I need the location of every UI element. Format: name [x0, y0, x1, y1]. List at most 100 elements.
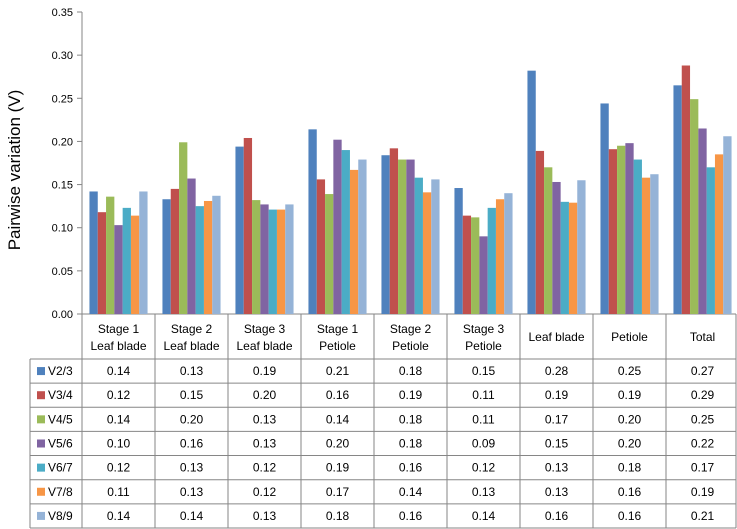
bar — [308, 129, 317, 314]
bar — [544, 167, 553, 314]
bar — [454, 188, 463, 314]
table-cell: 0.13 — [180, 461, 204, 475]
bar — [195, 206, 204, 314]
legend-label: V7/8 — [48, 485, 73, 499]
bar — [252, 200, 261, 314]
bar — [179, 142, 188, 314]
y-tick-label: 0.10 — [52, 223, 73, 235]
table-cell: 0.11 — [472, 412, 495, 426]
bar — [398, 159, 407, 314]
bar — [316, 179, 326, 314]
table-cell: 0.09 — [472, 436, 496, 450]
table-cell: 0.14 — [107, 412, 131, 426]
legend-label: V6/7 — [48, 461, 73, 475]
legend-label: V4/5 — [48, 412, 73, 426]
table-cell: 0.14 — [180, 509, 204, 523]
y-tick-label: 0.15 — [52, 180, 73, 192]
y-tick-label: 0.35 — [52, 7, 73, 19]
table-cell: 0.11 — [107, 485, 130, 499]
table-cell: 0.12 — [253, 485, 277, 499]
table-cell: 0.16 — [545, 509, 569, 523]
y-tick-label: 0.30 — [52, 50, 73, 62]
category-label: Petiole — [319, 339, 356, 353]
bar — [170, 188, 180, 314]
table-cell: 0.17 — [326, 485, 350, 499]
legend-key — [37, 439, 45, 448]
legend-key — [37, 391, 45, 400]
table-cell: 0.12 — [107, 461, 131, 475]
table-cell: 0.14 — [326, 412, 350, 426]
bar — [504, 193, 513, 314]
bar — [608, 149, 618, 314]
bar — [130, 215, 140, 314]
y-tick-label: 0.00 — [52, 309, 73, 321]
category-label: Stage 2 — [171, 322, 213, 336]
bar — [723, 136, 732, 314]
bar — [641, 177, 651, 314]
bar — [431, 179, 440, 314]
bar — [243, 137, 253, 314]
table-cell: 0.18 — [399, 412, 423, 426]
bar — [268, 209, 277, 314]
bar — [89, 191, 98, 314]
bar — [698, 128, 707, 314]
bar — [462, 215, 472, 314]
category-label: Stage 3 — [463, 322, 505, 336]
bar — [414, 177, 423, 314]
bar — [333, 139, 342, 314]
bar — [285, 204, 294, 314]
table-cell: 0.13 — [180, 485, 204, 499]
table-cell: 0.29 — [691, 388, 715, 402]
y-tick-label: 0.05 — [52, 266, 73, 278]
table-cell: 0.16 — [618, 509, 642, 523]
table-cell: 0.16 — [326, 388, 350, 402]
table-cell: 0.14 — [399, 485, 423, 499]
bar — [349, 169, 359, 314]
y-tick-label: 0.20 — [52, 136, 73, 148]
table-cell: 0.22 — [691, 436, 715, 450]
table-cell: 0.20 — [253, 388, 277, 402]
bar — [495, 199, 505, 314]
bar — [681, 65, 691, 314]
legend-key — [37, 487, 45, 496]
table-cell: 0.14 — [472, 509, 496, 523]
table-cell: 0.20 — [618, 436, 642, 450]
table-cell: 0.16 — [399, 461, 423, 475]
legend-label: V8/9 — [48, 509, 73, 523]
category-labels: Stage 1 Leaf blade Stage 2 Leaf blade Stage … — [90, 322, 715, 353]
bar — [97, 212, 107, 314]
table-cell: 0.13 — [253, 509, 277, 523]
table-cell: 0.15 — [180, 388, 204, 402]
bar — [617, 145, 626, 314]
bar — [276, 209, 286, 314]
bar — [527, 70, 536, 314]
table-cell: 0.10 — [107, 436, 131, 450]
table-cell: 0.19 — [545, 388, 569, 402]
category-label: Petiole — [392, 339, 429, 353]
bar — [422, 192, 432, 314]
bar — [203, 200, 213, 314]
bar-series — [89, 65, 732, 315]
table-cell: 0.19 — [326, 461, 350, 475]
table-cell: 0.12 — [107, 388, 131, 402]
category-label: Petiole — [465, 339, 502, 353]
table-cell: 0.19 — [399, 388, 423, 402]
bar — [690, 99, 699, 315]
bar — [139, 191, 148, 314]
bar — [162, 199, 171, 314]
table-cell: 0.15 — [545, 436, 569, 450]
legend-label: V3/4 — [48, 388, 73, 402]
bar — [633, 159, 642, 314]
table-cell: 0.21 — [691, 509, 715, 523]
table-cell: 0.27 — [691, 364, 715, 378]
table-grid — [29, 12, 737, 529]
table-cell: 0.13 — [545, 461, 569, 475]
table-cell: 0.15 — [472, 364, 496, 378]
table-cell: 0.20 — [326, 436, 350, 450]
bar — [560, 201, 569, 314]
table-cell: 0.13 — [545, 485, 569, 499]
table-cell: 0.19 — [618, 388, 642, 402]
table-cell: 0.25 — [618, 364, 642, 378]
legend-key — [37, 511, 45, 520]
